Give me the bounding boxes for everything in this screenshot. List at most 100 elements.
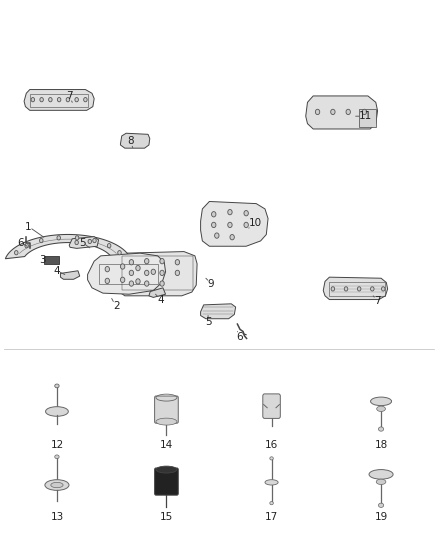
Circle shape [357,287,361,291]
Circle shape [136,265,140,271]
Ellipse shape [377,406,385,411]
Ellipse shape [51,482,63,488]
Text: 10: 10 [248,218,261,228]
Circle shape [31,98,35,102]
Text: 12: 12 [50,440,64,450]
Circle shape [160,270,164,276]
Text: 17: 17 [265,512,278,522]
Ellipse shape [46,407,68,416]
Circle shape [215,233,219,238]
Polygon shape [116,252,197,296]
Text: 14: 14 [160,440,173,450]
Text: 16: 16 [265,440,278,450]
Circle shape [14,251,18,255]
Polygon shape [323,277,388,300]
Circle shape [230,235,234,240]
Text: 7: 7 [373,296,381,306]
Circle shape [175,260,180,265]
Circle shape [93,238,96,243]
Circle shape [228,209,232,215]
Circle shape [136,279,140,284]
Ellipse shape [378,503,384,507]
Text: 4: 4 [155,294,165,305]
Circle shape [151,269,155,274]
Text: 4: 4 [53,266,65,276]
Polygon shape [201,304,236,319]
Polygon shape [201,201,268,246]
Circle shape [145,281,149,286]
Polygon shape [24,90,94,110]
Circle shape [331,287,335,291]
Circle shape [107,244,111,248]
Text: 7: 7 [66,91,73,102]
Polygon shape [120,133,150,148]
Text: 13: 13 [50,512,64,522]
Circle shape [120,264,125,269]
Circle shape [105,278,110,284]
Ellipse shape [270,502,273,505]
Ellipse shape [156,466,177,473]
Circle shape [39,238,43,243]
Ellipse shape [55,384,59,388]
FancyBboxPatch shape [263,394,280,418]
Text: 5: 5 [205,316,212,327]
Text: 18: 18 [374,440,388,450]
FancyBboxPatch shape [155,396,178,423]
Circle shape [212,222,216,228]
Ellipse shape [371,397,392,406]
Circle shape [244,222,248,228]
Text: 6: 6 [237,332,244,342]
Circle shape [331,109,335,115]
Text: 3: 3 [39,255,52,265]
Ellipse shape [156,418,177,425]
Circle shape [75,240,78,245]
Ellipse shape [270,457,273,460]
Circle shape [362,109,367,115]
Text: 19: 19 [374,512,388,522]
Circle shape [105,266,110,272]
Circle shape [66,98,70,102]
Circle shape [212,212,216,217]
Ellipse shape [378,427,384,431]
Text: 8: 8 [127,136,134,148]
Circle shape [75,98,78,102]
Circle shape [315,109,320,115]
Polygon shape [69,237,99,248]
Ellipse shape [55,455,59,458]
Circle shape [381,287,385,291]
Circle shape [129,260,134,265]
Circle shape [175,270,180,276]
Polygon shape [359,109,376,127]
Ellipse shape [369,470,393,479]
Circle shape [57,98,61,102]
Ellipse shape [265,480,278,485]
Text: 2: 2 [112,298,120,311]
Circle shape [129,281,134,286]
Polygon shape [5,235,131,259]
Circle shape [129,270,134,276]
Circle shape [25,244,28,248]
Circle shape [118,251,121,255]
Ellipse shape [45,480,69,490]
Polygon shape [149,288,166,297]
Circle shape [371,287,374,291]
FancyBboxPatch shape [44,256,59,264]
Circle shape [75,236,79,240]
Circle shape [160,259,164,264]
Circle shape [57,236,60,240]
Circle shape [84,98,87,102]
Ellipse shape [376,479,386,484]
Text: 6: 6 [18,238,27,247]
Circle shape [228,222,232,228]
Circle shape [120,277,125,282]
Text: 1: 1 [25,222,44,237]
Circle shape [49,98,52,102]
Polygon shape [88,253,166,294]
Circle shape [244,211,248,216]
Circle shape [145,270,149,276]
Text: 9: 9 [206,278,215,288]
Circle shape [160,281,164,286]
Polygon shape [60,271,80,279]
Text: 11: 11 [356,111,372,121]
Circle shape [344,287,348,291]
